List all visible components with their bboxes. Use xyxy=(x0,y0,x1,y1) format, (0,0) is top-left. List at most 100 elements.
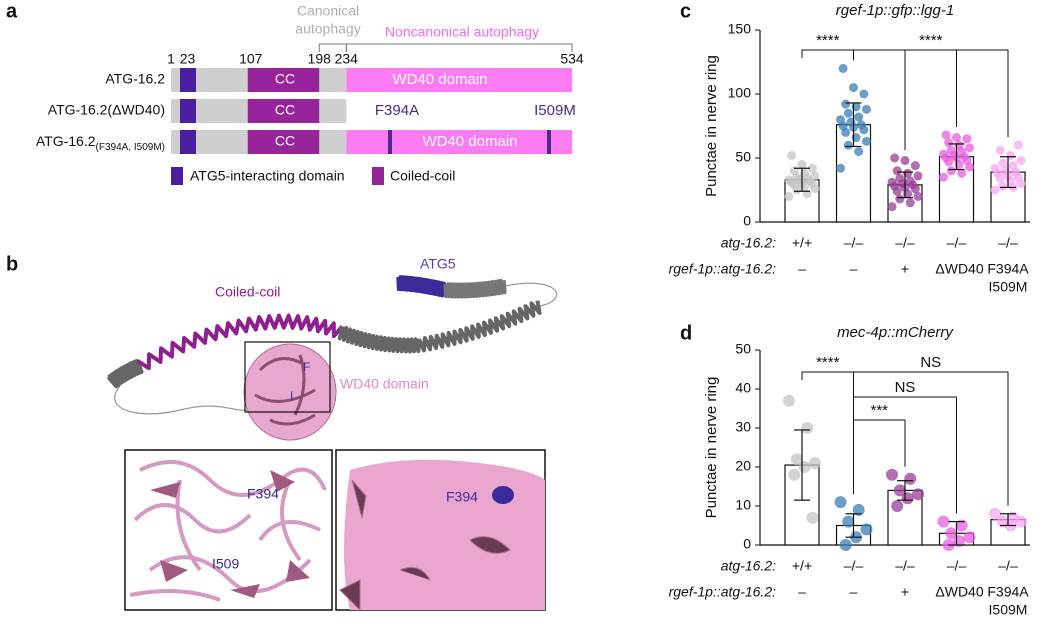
y-tick-label: 20 xyxy=(735,458,751,474)
data-point xyxy=(783,394,795,407)
genotype-label: –/– xyxy=(947,558,967,574)
construct-name: ATG-16.2(F394A, I509M) xyxy=(36,133,165,153)
data-point xyxy=(945,527,958,540)
data-point xyxy=(809,457,821,470)
mutation-label: F394A xyxy=(375,102,419,119)
significance-bracket xyxy=(853,419,906,467)
cc-label: CC xyxy=(275,102,295,118)
surface xyxy=(344,459,545,610)
data-point xyxy=(810,171,820,181)
panel-label: a xyxy=(6,0,18,22)
row-label: atg-16.2: xyxy=(721,558,776,574)
transgene-label: – xyxy=(798,261,806,277)
genotype-label: –/– xyxy=(844,235,864,251)
legend-swatch xyxy=(372,167,384,185)
significance-label: **** xyxy=(816,354,840,371)
data-point xyxy=(912,488,924,501)
y-axis-label: Punctae in nerve ring xyxy=(703,55,720,197)
transgene-label: F394A xyxy=(987,584,1029,600)
construct-name: ATG-16.2 xyxy=(36,133,96,149)
data-point xyxy=(886,468,898,481)
data-point xyxy=(937,515,950,528)
data-point xyxy=(887,202,897,212)
legend-label: Coiled-coil xyxy=(390,168,455,184)
data-point xyxy=(797,159,807,169)
data-point xyxy=(962,134,972,144)
data-point xyxy=(1016,156,1026,166)
helix xyxy=(136,313,344,371)
residue-label: I509 xyxy=(212,556,239,572)
residue-number: 198 xyxy=(308,51,332,67)
zoom-box xyxy=(244,341,331,413)
data-point xyxy=(859,89,869,99)
domain-diagram: 1 23 107 198 234 534 CC WD40 domain CC CC WD40 dom… xyxy=(167,43,584,154)
data-point xyxy=(941,130,951,140)
data-point xyxy=(952,133,961,143)
residue-number: 534 xyxy=(560,51,584,67)
y-tick-label: 0 xyxy=(743,536,751,552)
genotype-label: +/+ xyxy=(792,558,812,574)
data-point xyxy=(890,153,900,163)
data-point xyxy=(998,181,1008,191)
y-tick-label: 50 xyxy=(735,341,751,357)
transgene-label: ΔWD40 xyxy=(935,584,983,600)
residue-label: F394 xyxy=(446,489,478,505)
genotype-label: –/– xyxy=(998,235,1018,251)
data-point xyxy=(843,140,853,150)
surface-shadow xyxy=(339,479,511,612)
noncanonical-label: Noncanonical autophagy xyxy=(385,24,539,40)
data-point xyxy=(787,150,797,160)
residue-number: 23 xyxy=(180,51,196,67)
helix xyxy=(417,300,542,353)
residue-label: F394 xyxy=(247,486,279,502)
wd40-label: WD40 domain xyxy=(422,133,517,150)
data-point xyxy=(862,104,871,114)
data-point xyxy=(842,515,855,528)
data-point xyxy=(893,484,906,497)
data-point xyxy=(990,163,1000,173)
data-point xyxy=(895,194,905,204)
data-point xyxy=(900,156,910,166)
data-point xyxy=(944,138,954,148)
data-point xyxy=(901,492,914,505)
bracket xyxy=(345,43,573,52)
significance-label: *** xyxy=(870,402,888,419)
mutation xyxy=(388,130,392,154)
ribbons xyxy=(129,460,327,602)
helix xyxy=(443,278,507,299)
mutation-label: I509M xyxy=(534,102,576,119)
y-tick-label: 10 xyxy=(735,497,751,513)
transgene-label: – xyxy=(850,261,858,277)
significance-bracket xyxy=(853,371,1009,506)
genotype-label: –/– xyxy=(895,558,915,574)
data-point xyxy=(856,120,866,130)
data-point xyxy=(990,185,1000,195)
loop xyxy=(114,385,251,415)
construct-subscript: (F394A, I509M) xyxy=(96,142,165,153)
data-point xyxy=(904,472,917,485)
data-point xyxy=(913,171,923,181)
atg5-domain xyxy=(180,130,196,154)
data-point xyxy=(838,63,848,73)
transgene-label: I509M xyxy=(989,602,1028,618)
helix xyxy=(337,325,422,354)
residue-label: F xyxy=(303,360,310,374)
coiled-coil xyxy=(247,68,320,92)
significance-label: **** xyxy=(816,32,840,49)
data-point xyxy=(798,461,811,473)
panel-label: d xyxy=(680,322,692,344)
data-point xyxy=(910,161,920,171)
transgene-label: – xyxy=(850,584,858,600)
transgene-label: + xyxy=(901,584,909,600)
data-point xyxy=(784,175,794,185)
data-point xyxy=(998,158,1008,168)
data-point xyxy=(841,99,851,109)
significance-label: NS xyxy=(920,354,941,371)
atg5-label: ATG5 xyxy=(420,256,456,272)
data-point xyxy=(836,163,845,173)
row-label: rgef-1p::atg-16.2: xyxy=(669,261,777,277)
data-point xyxy=(913,191,923,201)
data-point xyxy=(806,511,819,524)
legend-label: ATG5-interacting domain xyxy=(190,168,345,184)
data-point xyxy=(989,507,1001,520)
